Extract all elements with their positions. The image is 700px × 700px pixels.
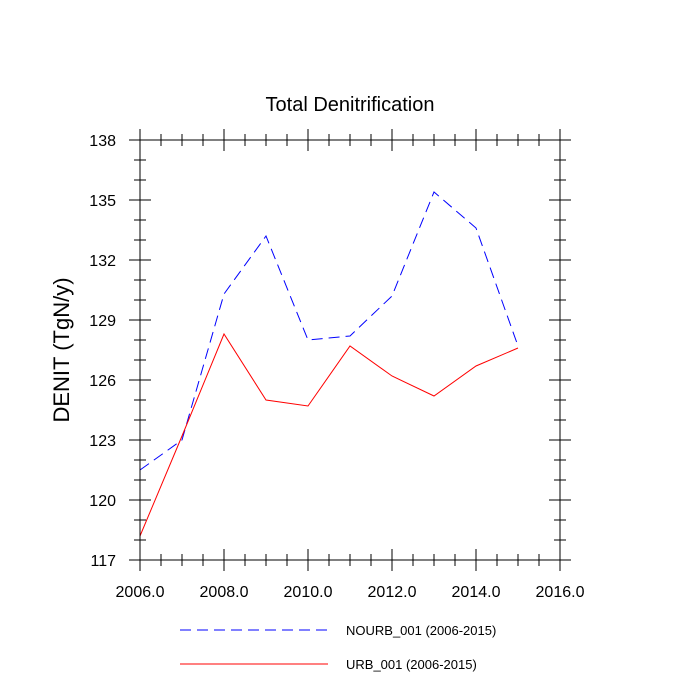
x-tick-label: 2006.0 (116, 584, 165, 601)
y-tick-label: 120 (89, 493, 116, 510)
y-tick-label: 138 (89, 133, 116, 150)
y-tick-label: 135 (89, 193, 116, 210)
legend-label-0: NOURB_001 (2006-2015) (346, 623, 496, 638)
axis-ticks (129, 129, 571, 571)
x-tick-label: 2010.0 (284, 584, 333, 601)
plot-frame (139, 139, 561, 561)
legend: NOURB_001 (2006-2015) URB_001 (2006-2015) (180, 623, 496, 672)
x-tick-label: 2012.0 (368, 584, 417, 601)
x-tick-label: 2014.0 (452, 584, 501, 601)
x-tick-label: 2016.0 (536, 584, 585, 601)
legend-label-1: URB_001 (2006-2015) (346, 657, 477, 672)
y-axis-label: DENIT (TgN/y) (49, 277, 74, 422)
series-line-1 (139, 332, 519, 537)
y-tick-label: 123 (89, 433, 116, 450)
series-layer (139, 191, 519, 537)
x-tick-label: 2008.0 (200, 584, 249, 601)
series-line-0 (139, 191, 519, 471)
y-tick-label: 132 (89, 253, 116, 270)
chart-title: Total Denitrification (266, 94, 435, 116)
y-tick-label: 117 (90, 553, 116, 570)
axis-tick-labels: 2006.0 2008.0 2010.0 2012.0 2014.0 2016.0 117 1… (89, 133, 584, 601)
y-tick-label: 126 (89, 373, 116, 390)
y-tick-label: 129 (89, 313, 116, 330)
